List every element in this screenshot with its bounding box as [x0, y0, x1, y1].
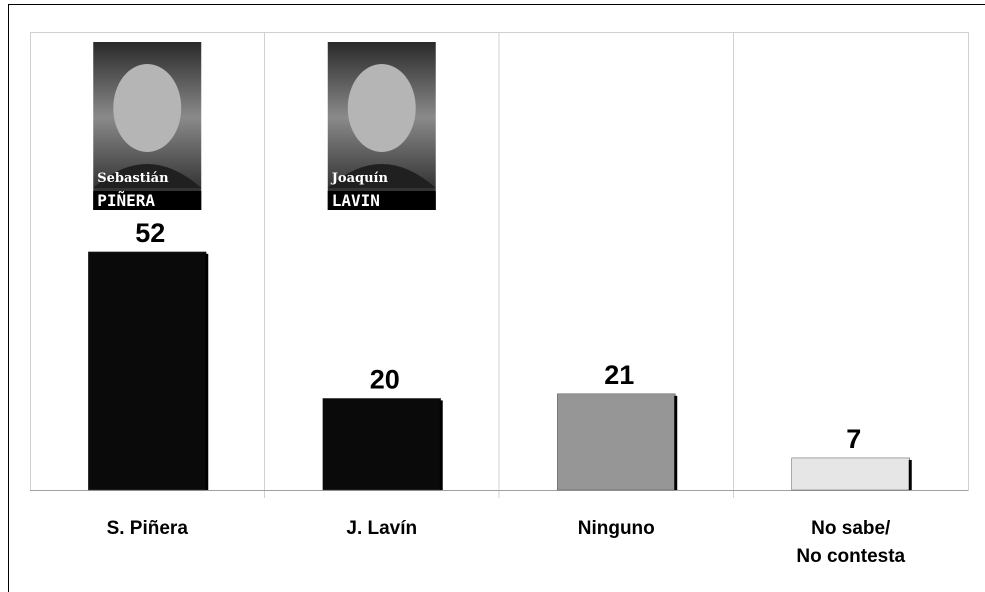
photo-face — [113, 64, 182, 152]
bar-shadow — [205, 253, 209, 490]
photo-last-name: LAVIN — [332, 191, 380, 210]
x-tick-label: No sabe/ No contesta — [796, 518, 906, 567]
bar — [88, 251, 207, 491]
bar-shadow — [908, 459, 912, 490]
x-tick-label: S. Piñera — [106, 518, 188, 539]
photo-first-name: Joaquín — [331, 171, 389, 186]
value-label: 21 — [604, 360, 634, 390]
value-label: 52 — [135, 218, 165, 248]
photo-name-strip — [327, 191, 436, 210]
x-tick-label: Ninguno — [577, 518, 655, 539]
x-tick-label: J. Lavín — [346, 518, 418, 539]
photo-suit — [93, 164, 202, 188]
photo-face — [347, 64, 416, 152]
bar-shadow — [439, 400, 443, 490]
photo-first-name: Sebastián — [97, 171, 169, 186]
bar — [791, 457, 910, 491]
photo-suit — [327, 164, 436, 188]
bar-shadow — [674, 395, 678, 490]
value-label: 7 — [846, 424, 861, 454]
bar — [557, 393, 676, 491]
photo-last-name: PIÑERA — [97, 191, 155, 210]
value-label: 20 — [370, 364, 400, 394]
photo-name-strip — [93, 191, 202, 210]
bar — [322, 398, 441, 491]
